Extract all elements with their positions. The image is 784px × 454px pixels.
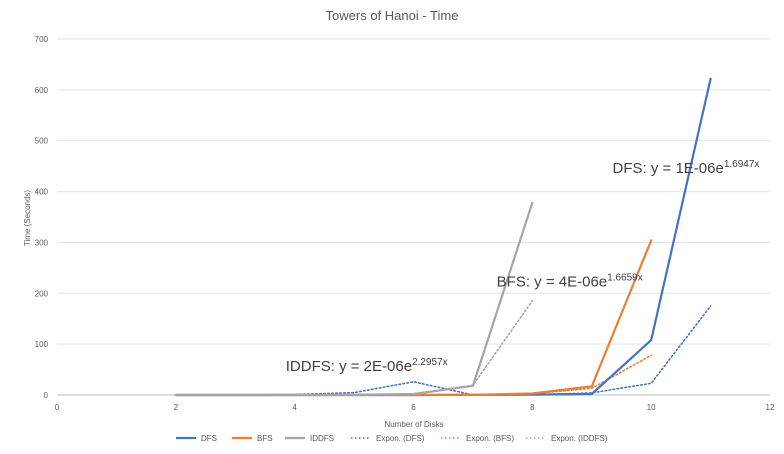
x-tick-label: 2 [174,403,179,412]
legend-label: DFS [201,434,217,443]
y-tick-label: 100 [35,340,49,349]
x-tick-label: 4 [292,403,297,412]
y-tick-label: 0 [44,391,49,400]
gridlines [57,38,770,396]
trendline-equation: IDDFS: y = 2E-06e2.2957x [286,357,448,375]
bfs-line [174,239,653,397]
trendline-equations: DFS: y = 1E-06e1.6947x BFS: y = 4E-06e1.6… [286,159,760,375]
y-tick-label: 300 [35,238,49,247]
y-tick-label: 400 [35,188,49,197]
expon-dfs-line [175,305,712,396]
y-axis-label: Time (Seconds) [23,190,32,247]
trendline-equation: BFS: y = 4E-06e1.6659x [497,273,643,291]
trendline-equation: DFS: y = 1E-06e1.6947x [613,159,760,177]
legend-label: BFS [257,434,273,443]
y-tick-label: 600 [35,86,49,95]
expon-iddfs-line [175,300,534,396]
legend-label: Expon. (BFS) [466,434,514,443]
y-tick-label: 200 [35,289,49,298]
x-axis-label: Number of Disks [384,420,443,429]
legend-label: IDDFS [310,434,334,443]
y-tick-label: 700 [35,35,49,44]
x-tick-label: 10 [647,403,656,412]
x-tick-label: 8 [530,403,535,412]
x-axis-ticks: 0 2 4 6 8 10 12 [55,403,775,412]
x-tick-label: 6 [411,403,416,412]
x-tick-label: 0 [55,403,60,412]
dfs-line [174,77,712,397]
y-tick-label: 500 [35,137,49,146]
x-tick-label: 12 [766,403,775,412]
legend-label: Expon. (DFS) [376,434,425,443]
y-axis-ticks: 0 100 200 300 400 500 600 700 [35,35,49,400]
iddfs-line [174,201,534,397]
series-group [174,77,712,397]
chart-title: Towers of Hanoi - Time [326,8,459,23]
legend: DFS BFS IDDFS Expon. (DFS) Expon. (BFS) Expon… [176,434,608,443]
legend-label: Expon. (IDDFS) [551,434,608,443]
